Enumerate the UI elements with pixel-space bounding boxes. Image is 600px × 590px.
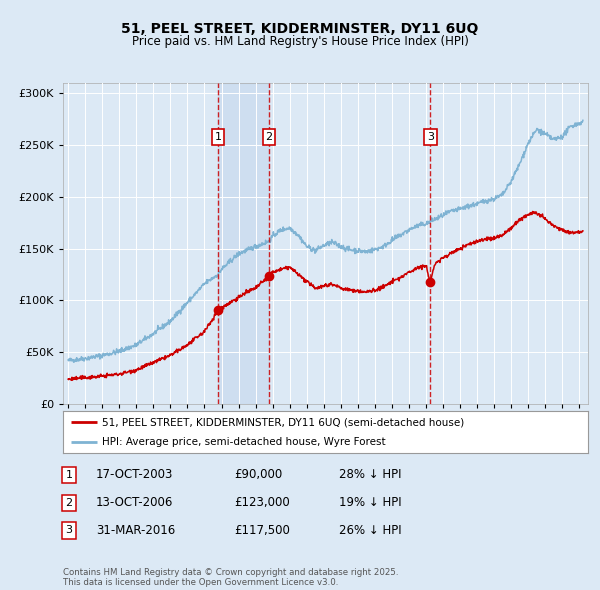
Text: 3: 3 (65, 526, 73, 535)
Text: £117,500: £117,500 (234, 524, 290, 537)
Text: HPI: Average price, semi-detached house, Wyre Forest: HPI: Average price, semi-detached house,… (103, 437, 386, 447)
Text: 3: 3 (427, 132, 434, 142)
Text: 28% ↓ HPI: 28% ↓ HPI (339, 468, 401, 481)
Text: 26% ↓ HPI: 26% ↓ HPI (339, 524, 401, 537)
Text: £90,000: £90,000 (234, 468, 282, 481)
Text: 51, PEEL STREET, KIDDERMINSTER, DY11 6UQ: 51, PEEL STREET, KIDDERMINSTER, DY11 6UQ (121, 22, 479, 37)
Text: 31-MAR-2016: 31-MAR-2016 (96, 524, 175, 537)
Text: 17-OCT-2003: 17-OCT-2003 (96, 468, 173, 481)
Bar (218, 83, 269, 404)
Text: 13-OCT-2006: 13-OCT-2006 (96, 496, 173, 509)
Text: 51, PEEL STREET, KIDDERMINSTER, DY11 6UQ (semi-detached house): 51, PEEL STREET, KIDDERMINSTER, DY11 6UQ… (103, 417, 464, 427)
Text: 2: 2 (266, 132, 272, 142)
Text: 2: 2 (65, 498, 73, 507)
Text: 1: 1 (214, 132, 221, 142)
Text: £123,000: £123,000 (234, 496, 290, 509)
Text: 19% ↓ HPI: 19% ↓ HPI (339, 496, 401, 509)
Text: Price paid vs. HM Land Registry's House Price Index (HPI): Price paid vs. HM Land Registry's House … (131, 35, 469, 48)
Text: 1: 1 (65, 470, 73, 480)
Text: Contains HM Land Registry data © Crown copyright and database right 2025.
This d: Contains HM Land Registry data © Crown c… (63, 568, 398, 587)
